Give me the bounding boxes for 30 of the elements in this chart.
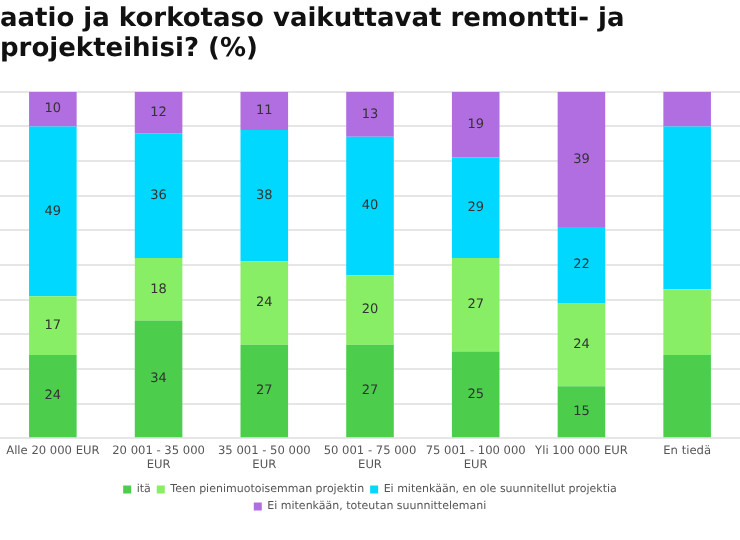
- bar: [346, 136, 394, 276]
- bar: [557, 226, 606, 304]
- bar: [346, 91, 394, 137]
- bar: [451, 258, 500, 352]
- text: aatio ja korkotaso vaikuttavat remontti- ja: [0, 3, 625, 34]
- bar: [134, 258, 183, 321]
- bar: [557, 303, 606, 387]
- bar: [29, 126, 77, 297]
- bar: [557, 386, 606, 438]
- bar: [134, 91, 183, 134]
- bar: [451, 157, 500, 259]
- bar: [451, 91, 500, 158]
- bar: [663, 289, 711, 356]
- bar: [134, 133, 183, 259]
- bar: [134, 320, 183, 438]
- bar: [29, 355, 77, 438]
- bar: [663, 126, 711, 290]
- text: projekteihisi? (%): [0, 33, 258, 64]
- bar: [557, 91, 606, 227]
- bar: [240, 261, 289, 345]
- bar: [240, 91, 289, 130]
- bar: [240, 129, 289, 262]
- bar: [346, 344, 394, 438]
- bar: [29, 296, 77, 356]
- bar: [663, 91, 711, 127]
- bar: [451, 351, 500, 438]
- bar: [663, 355, 711, 438]
- bar: [346, 275, 394, 345]
- bar: [240, 344, 289, 438]
- bar: [29, 91, 77, 127]
